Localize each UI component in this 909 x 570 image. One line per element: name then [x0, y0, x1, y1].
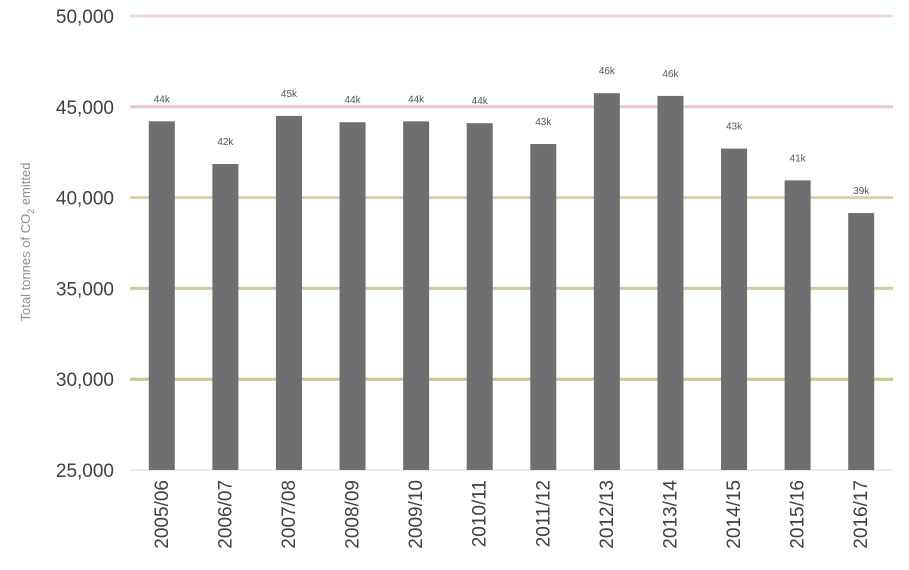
- x-tick-label: 2011/12: [533, 480, 554, 547]
- x-tick-label: 2016/17: [851, 480, 872, 549]
- x-tick-label: 2013/14: [660, 480, 681, 549]
- bar: [403, 121, 430, 470]
- data-label: 46k: [662, 69, 679, 80]
- x-tick-label: 2006/07: [215, 480, 236, 549]
- data-label: 46k: [599, 66, 616, 77]
- y-axis-title-subscript: 2: [26, 209, 36, 214]
- data-label: 44k: [472, 96, 489, 107]
- y-tick-label: 35,000: [56, 279, 114, 300]
- y-tick-label: 45,000: [56, 98, 114, 119]
- y-tick-label: 25,000: [56, 461, 114, 482]
- data-labels: 44k 42k 45k 44k 44k 44k 43k 46k 46k 43k 41k 39k: [154, 66, 871, 197]
- data-label: 43k: [535, 117, 552, 128]
- x-tick-label: 2008/09: [343, 480, 364, 549]
- bars: [148, 93, 875, 471]
- data-label: 43k: [726, 122, 743, 133]
- x-tick-label: 2009/10: [406, 480, 427, 549]
- y-tick-label: 30,000: [56, 370, 114, 391]
- bar: [339, 122, 366, 471]
- x-tick-label: 2015/16: [788, 480, 809, 549]
- y-axis-ticks: 25,000 30,000 35,000 40,000 45,000 50,000: [56, 7, 114, 482]
- data-label: 39k: [853, 186, 870, 197]
- bar: [721, 148, 748, 470]
- y-axis-title: Total tonnes of CO2 emitted: [18, 163, 36, 322]
- gridlines: [130, 14, 893, 471]
- x-tick-label: 2014/15: [724, 480, 745, 549]
- bar: [275, 115, 302, 470]
- bar: [784, 180, 811, 470]
- x-tick-label: 2005/06: [152, 480, 173, 549]
- data-label: 45k: [281, 89, 298, 100]
- bar: [530, 144, 557, 470]
- y-axis-title-main: Total tonnes of CO: [18, 214, 33, 322]
- data-label: 41k: [790, 153, 807, 164]
- y-axis-title-tail: emitted: [18, 163, 33, 209]
- bar: [148, 121, 175, 470]
- y-tick-label: 40,000: [56, 189, 114, 210]
- x-tick-label: 2007/08: [279, 480, 300, 549]
- bar: [657, 95, 684, 471]
- bar: [593, 93, 620, 471]
- y-tick-label: 50,000: [56, 7, 114, 28]
- x-tick-label: 2012/13: [597, 480, 618, 549]
- bar: [848, 213, 875, 470]
- bar: [212, 164, 239, 470]
- x-axis-ticks: 2005/06 2006/07 2007/08 2008/09 2009/10 2010/…: [152, 480, 872, 549]
- x-tick-label: 2010/11: [470, 480, 491, 547]
- data-label: 42k: [217, 137, 234, 148]
- data-label: 44k: [344, 95, 361, 106]
- data-label: 44k: [408, 94, 425, 105]
- bar: [466, 123, 493, 471]
- data-label: 44k: [154, 94, 171, 105]
